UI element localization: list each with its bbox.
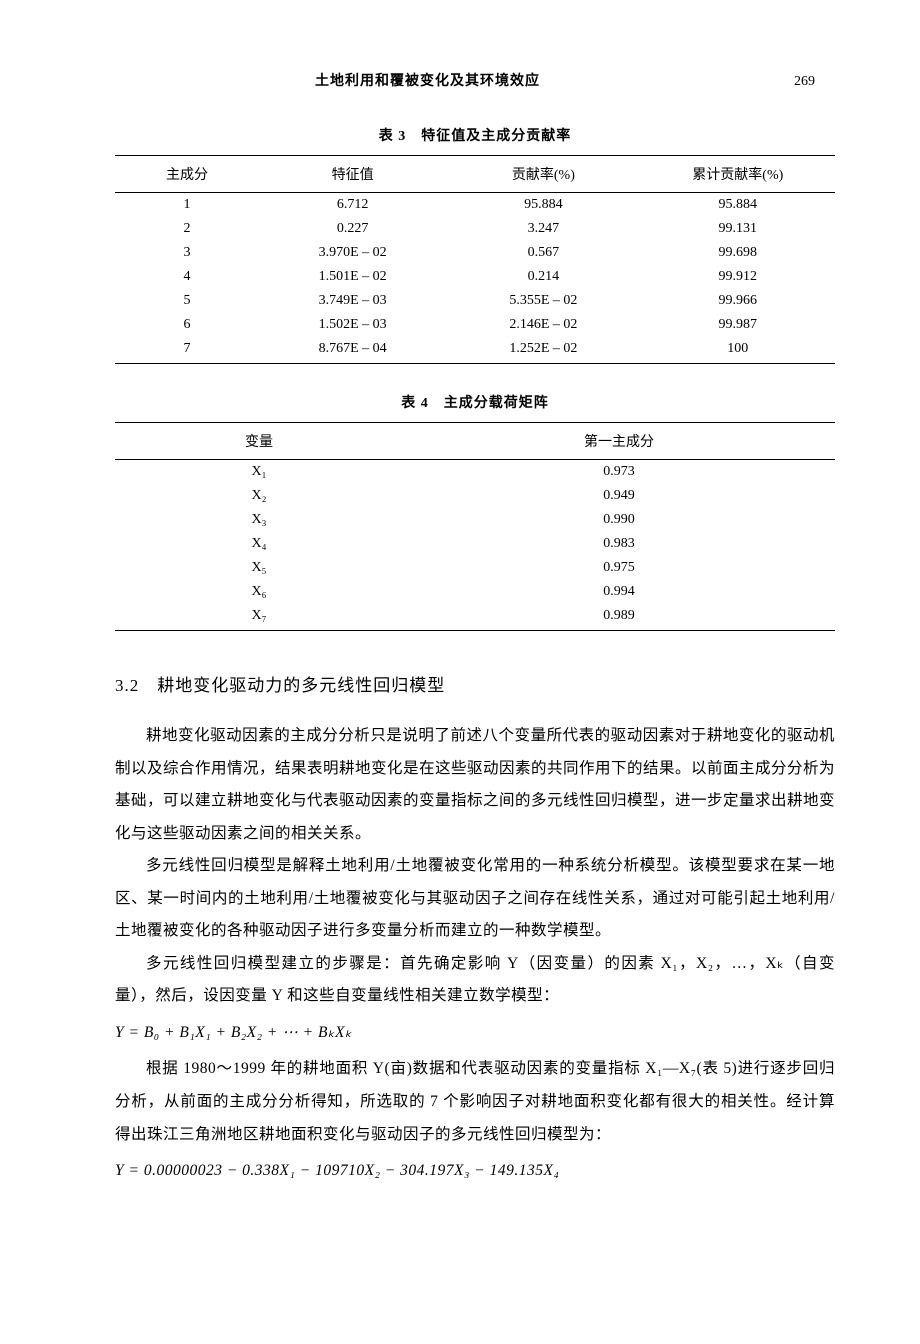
table-cell: 3 (115, 241, 259, 265)
table-row: X₅0.975 (115, 556, 835, 580)
table-cell: X₃ (115, 508, 403, 532)
table-row: X₆0.994 (115, 580, 835, 604)
table4-col-0: 变量 (115, 423, 403, 460)
table-row: X₄0.983 (115, 532, 835, 556)
running-head: 土地利用和覆被变化及其环境效应 (315, 70, 540, 90)
table-cell: 3.247 (446, 217, 640, 241)
table-header-row: 主成分 特征值 贡献率(%) 累计贡献率(%) (115, 156, 835, 193)
table-row: X₃0.990 (115, 508, 835, 532)
table-cell: 0.989 (403, 604, 835, 631)
table-cell: 1 (115, 193, 259, 218)
table-cell: 2 (115, 217, 259, 241)
table-row: 41.501E – 020.21499.912 (115, 265, 835, 289)
table-cell: X₁ (115, 460, 403, 485)
table-cell: 100 (641, 337, 835, 364)
table4-col-1: 第一主成分 (403, 423, 835, 460)
table3-col-3: 累计贡献率(%) (641, 156, 835, 193)
table-cell: 0.567 (446, 241, 640, 265)
table-cell: 95.884 (446, 193, 640, 218)
table4-caption: 表 4 主成分载荷矩阵 (115, 392, 835, 412)
table-cell: 1.252E – 02 (446, 337, 640, 364)
table-cell: 2.146E – 02 (446, 313, 640, 337)
section-heading: 3.2 耕地变化驱动力的多元线性回归模型 (115, 671, 835, 696)
table-row: X₂0.949 (115, 484, 835, 508)
table-row: X₁0.973 (115, 460, 835, 485)
table-cell: 8.767E – 04 (259, 337, 446, 364)
table-cell: 0.949 (403, 484, 835, 508)
table-cell: 4 (115, 265, 259, 289)
table-row: 53.749E – 035.355E – 0299.966 (115, 289, 835, 313)
table-cell: X₅ (115, 556, 403, 580)
table-cell: 3.970E – 02 (259, 241, 446, 265)
table-cell: 99.131 (641, 217, 835, 241)
paragraph-1: 耕地变化驱动因素的主成分分析只是说明了前述八个变量所代表的驱动因素对于耕地变化的… (115, 720, 835, 850)
table-cell: 0.994 (403, 580, 835, 604)
table-cell: 0.214 (446, 265, 640, 289)
table-cell: 1.501E – 02 (259, 265, 446, 289)
page-number: 269 (794, 74, 815, 90)
equation-2: Y = 0.00000023 − 0.338X₁ − 109710X₂ − 30… (115, 1155, 835, 1188)
table-row: 61.502E – 032.146E – 0299.987 (115, 313, 835, 337)
table-cell: 0.990 (403, 508, 835, 532)
table3-col-2: 贡献率(%) (446, 156, 640, 193)
table-cell: X₆ (115, 580, 403, 604)
table-row: 33.970E – 020.56799.698 (115, 241, 835, 265)
table3-caption: 表 3 特征值及主成分贡献率 (115, 125, 835, 145)
table-cell: X₂ (115, 484, 403, 508)
table-cell: X₄ (115, 532, 403, 556)
table-cell: 1.502E – 03 (259, 313, 446, 337)
paragraph-3: 多元线性回归模型建立的步骤是：首先确定影响 Y（因变量）的因素 X₁，X₂，…，… (115, 948, 835, 1013)
table-row: 16.71295.88495.884 (115, 193, 835, 218)
equation-1: Y = B₀ + B₁X₁ + B₂X₂ + ⋯ + BₖXₖ (115, 1017, 835, 1050)
table-cell: 0.975 (403, 556, 835, 580)
table-header-row: 变量 第一主成分 (115, 423, 835, 460)
table3-col-0: 主成分 (115, 156, 259, 193)
table3: 主成分 特征值 贡献率(%) 累计贡献率(%) 16.71295.88495.8… (115, 155, 835, 364)
table-cell: 99.987 (641, 313, 835, 337)
page-header: 土地利用和覆被变化及其环境效应 269 (115, 70, 835, 90)
table-cell: 99.698 (641, 241, 835, 265)
paragraph-2: 多元线性回归模型是解释土地利用/土地覆被变化常用的一种系统分析模型。该模型要求在… (115, 850, 835, 948)
table-cell: 99.912 (641, 265, 835, 289)
table-cell: 5.355E – 02 (446, 289, 640, 313)
table-cell: 0.983 (403, 532, 835, 556)
table-row: 78.767E – 041.252E – 02100 (115, 337, 835, 364)
paragraph-4: 根据 1980～1999 年的耕地面积 Y(亩)数据和代表驱动因素的变量指标 X… (115, 1053, 835, 1151)
table-cell: 99.966 (641, 289, 835, 313)
table-cell: 6 (115, 313, 259, 337)
table-cell: X₇ (115, 604, 403, 631)
body-text: 耕地变化驱动因素的主成分分析只是说明了前述八个变量所代表的驱动因素对于耕地变化的… (115, 720, 835, 1188)
table-cell: 6.712 (259, 193, 446, 218)
table-cell: 95.884 (641, 193, 835, 218)
table-cell: 7 (115, 337, 259, 364)
table-row: X₇0.989 (115, 604, 835, 631)
table-cell: 5 (115, 289, 259, 313)
table-cell: 3.749E – 03 (259, 289, 446, 313)
table-cell: 0.227 (259, 217, 446, 241)
table4: 变量 第一主成分 X₁0.973X₂0.949X₃0.990X₄0.983X₅0… (115, 422, 835, 631)
table-row: 20.2273.24799.131 (115, 217, 835, 241)
table3-col-1: 特征值 (259, 156, 446, 193)
table-cell: 0.973 (403, 460, 835, 485)
